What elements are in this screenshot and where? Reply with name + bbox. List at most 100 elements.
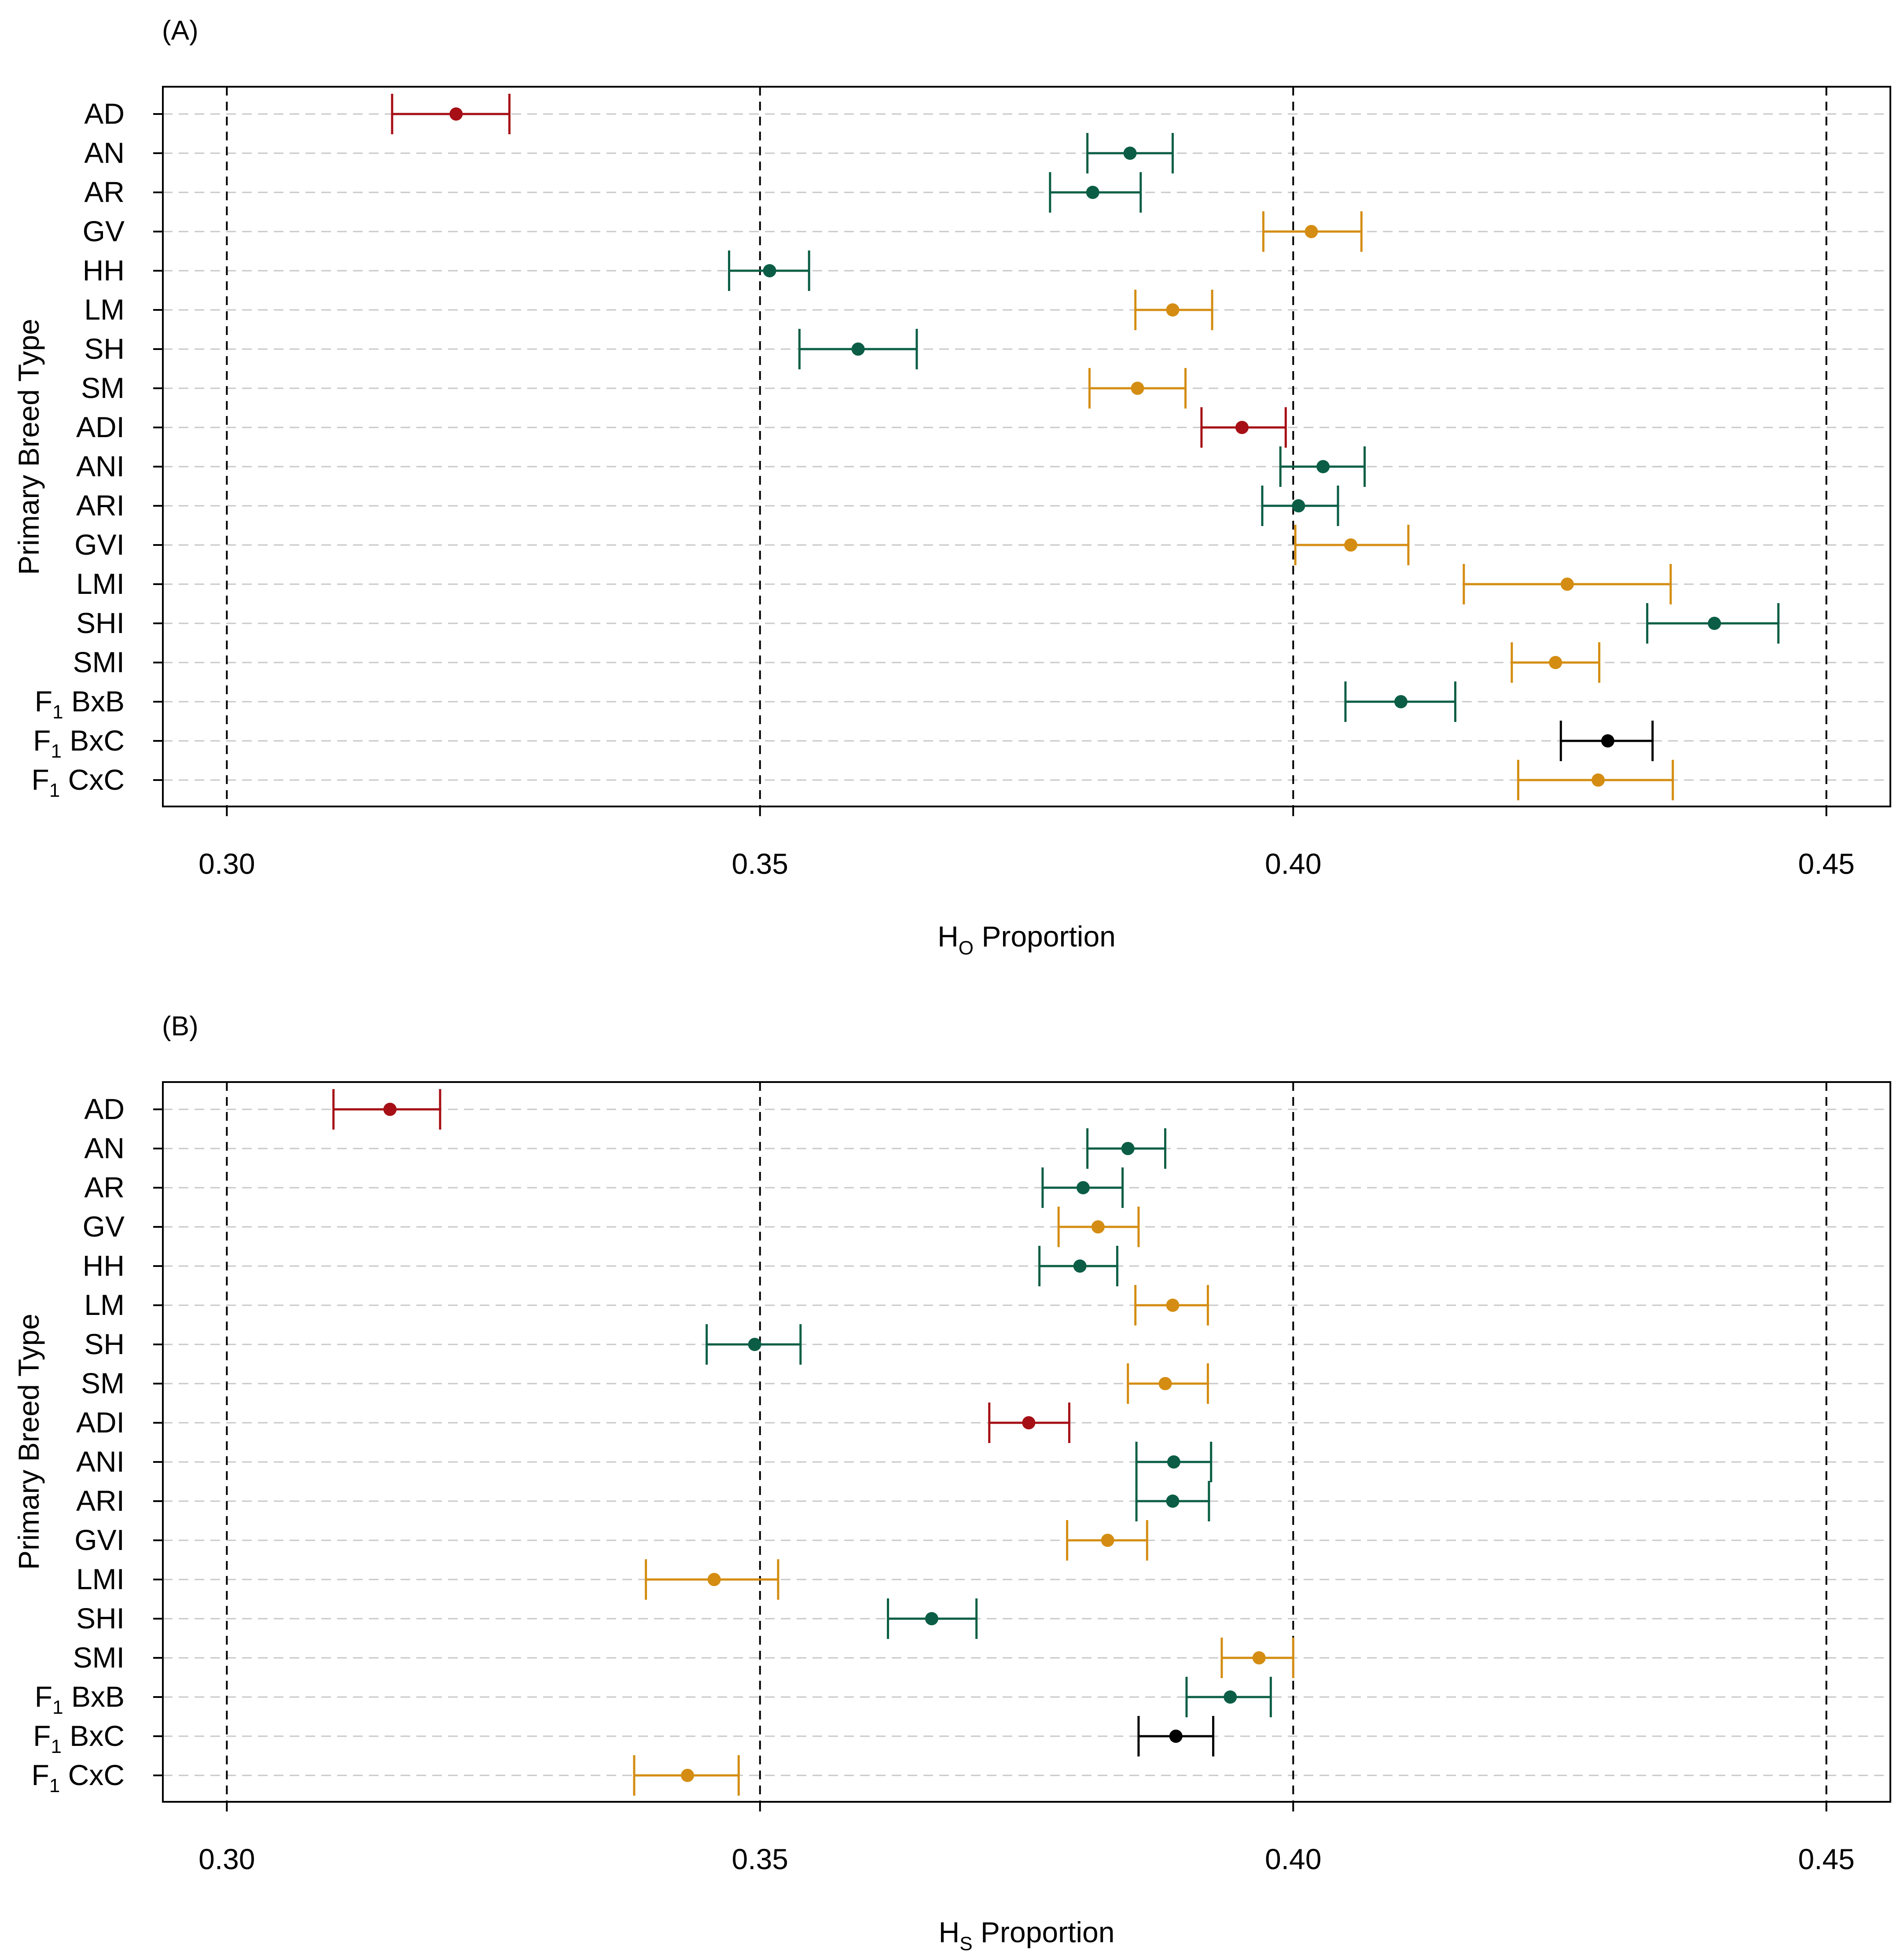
category-label: SH bbox=[84, 332, 125, 365]
x-axis-title-suffix: Proportion bbox=[974, 920, 1116, 953]
category-label: LM bbox=[84, 1289, 125, 1321]
category-label-main: F bbox=[35, 685, 52, 718]
x-axis-title-subscript: O bbox=[959, 937, 974, 959]
panel-a: (A) 0.30 0.35 0.40 0.45 HO Proportion Primary … bbox=[12, 15, 1891, 959]
category-label: AN bbox=[84, 136, 125, 169]
category-label: F1 CxC bbox=[32, 763, 125, 801]
data-point bbox=[748, 1338, 761, 1351]
category-label: SMI bbox=[73, 646, 125, 678]
category-label: AD bbox=[84, 1093, 125, 1125]
category-label: ANI bbox=[76, 1445, 125, 1478]
category-label-rest: CxC bbox=[60, 763, 125, 796]
data-point bbox=[1316, 460, 1330, 473]
x-axis-title-main: H bbox=[937, 920, 959, 953]
category-label: ADI bbox=[76, 1406, 125, 1439]
category-label: HH bbox=[83, 254, 125, 287]
data-point bbox=[681, 1769, 695, 1782]
data-point bbox=[1549, 656, 1562, 669]
y-axis-title: Primary Breed Type bbox=[12, 319, 45, 575]
category-label: GVI bbox=[74, 1524, 125, 1556]
category-label: F1 BxC bbox=[33, 724, 125, 762]
category-label: ADI bbox=[76, 411, 125, 443]
category-label-rest: BxB bbox=[63, 685, 125, 718]
category-label-main: F bbox=[33, 724, 51, 757]
panel-label: (B) bbox=[162, 1011, 198, 1042]
x-tick-label: 0.30 bbox=[198, 1843, 255, 1875]
category-label-subscript: 1 bbox=[49, 1775, 60, 1797]
data-point bbox=[1158, 1377, 1172, 1390]
x-tick-label: 0.35 bbox=[732, 847, 788, 880]
data-point bbox=[1022, 1416, 1036, 1429]
x-axis-title: HS Proportion bbox=[939, 1916, 1115, 1955]
x-tick-label: 0.45 bbox=[1798, 1843, 1854, 1875]
data-point bbox=[1166, 303, 1180, 317]
category-label-rest: BxB bbox=[63, 1680, 125, 1713]
y-axis-title: Primary Breed Type bbox=[12, 1314, 45, 1570]
category-label-rest: BxC bbox=[62, 1719, 125, 1752]
category-label: LMI bbox=[76, 1563, 125, 1595]
category-label: LM bbox=[84, 293, 125, 326]
data-point bbox=[1131, 382, 1144, 395]
category-label: F1 BxB bbox=[35, 685, 125, 723]
category-label-subscript: 1 bbox=[49, 780, 60, 801]
data-point bbox=[851, 342, 865, 356]
data-point bbox=[1224, 1690, 1237, 1704]
panel-b: (B) 0.30 0.35 0.40 0.45 HS Proportion Primary … bbox=[12, 1011, 1891, 1955]
data-point bbox=[1169, 1730, 1183, 1743]
data-point bbox=[1292, 499, 1305, 512]
x-tick-label: 0.35 bbox=[732, 1843, 788, 1875]
data-point bbox=[1252, 1651, 1266, 1664]
data-point bbox=[1394, 695, 1408, 708]
category-label: ARI bbox=[76, 1484, 125, 1517]
x-axis-title-main: H bbox=[939, 1916, 960, 1948]
data-point bbox=[763, 264, 776, 277]
category-label-subscript: 1 bbox=[51, 1736, 61, 1757]
data-point bbox=[1344, 538, 1358, 552]
data-point bbox=[707, 1573, 721, 1586]
category-label-rest: CxC bbox=[60, 1759, 125, 1791]
category-label-subscript: 1 bbox=[51, 740, 61, 762]
x-axis-title: HO Proportion bbox=[937, 920, 1116, 959]
data-point bbox=[1123, 147, 1137, 160]
category-label-rest: BxC bbox=[62, 724, 125, 757]
x-axis-title-subscript: S bbox=[959, 1933, 972, 1955]
category-label-main: F bbox=[32, 763, 49, 796]
category-label: SHI bbox=[76, 607, 125, 639]
x-axis-title-suffix: Proportion bbox=[973, 1916, 1115, 1948]
category-label: AD bbox=[84, 97, 125, 130]
data-point bbox=[1167, 1455, 1180, 1469]
category-label-main: F bbox=[35, 1680, 52, 1713]
data-point bbox=[1166, 1495, 1180, 1508]
x-tick-label: 0.30 bbox=[198, 847, 255, 880]
data-point bbox=[1166, 1299, 1180, 1312]
category-label: AN bbox=[84, 1132, 125, 1164]
category-label: SH bbox=[84, 1328, 125, 1360]
category-label: HH bbox=[83, 1249, 125, 1282]
x-tick-label: 0.40 bbox=[1265, 1843, 1321, 1875]
data-point bbox=[1708, 617, 1721, 630]
data-point bbox=[1592, 773, 1605, 787]
category-label: SM bbox=[81, 372, 125, 404]
category-label: F1 BxB bbox=[35, 1680, 125, 1718]
data-point bbox=[1073, 1259, 1087, 1273]
category-label: GV bbox=[83, 215, 125, 247]
data-point bbox=[1305, 225, 1318, 238]
x-tick-label: 0.40 bbox=[1265, 847, 1321, 880]
category-label-main: F bbox=[33, 1719, 51, 1752]
category-label: F1 CxC bbox=[32, 1759, 125, 1797]
category-label-main: F bbox=[32, 1759, 49, 1791]
category-label: F1 BxC bbox=[33, 1719, 125, 1757]
data-point bbox=[1121, 1142, 1135, 1155]
category-label: ARI bbox=[76, 489, 125, 522]
data-point bbox=[1601, 734, 1614, 747]
plot-frame bbox=[162, 86, 1891, 807]
data-point bbox=[1101, 1534, 1114, 1547]
data-point bbox=[1235, 421, 1249, 434]
category-label: SM bbox=[81, 1367, 125, 1399]
category-label: SHI bbox=[76, 1602, 125, 1635]
category-label: AR bbox=[84, 176, 125, 208]
category-label: GVI bbox=[74, 528, 125, 561]
panel-label: (A) bbox=[162, 15, 198, 46]
